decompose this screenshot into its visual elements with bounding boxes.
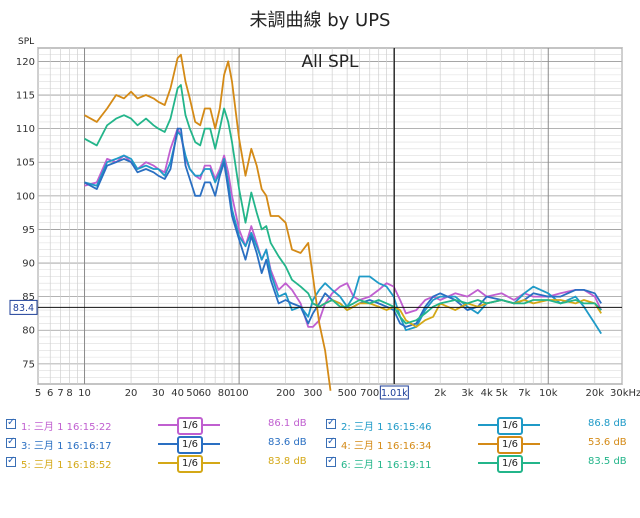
x-tick-label: 20 bbox=[125, 388, 138, 399]
x-tick-label: 10k bbox=[539, 388, 558, 399]
y-tick-label: 120 bbox=[16, 57, 35, 68]
x-tick-label: 6 bbox=[47, 388, 53, 399]
cursor-x-readout: 1.01k bbox=[381, 388, 408, 399]
frequency-response-chart: 75 80 85 90 95 100 105 110 115 120 5 6 7 8 10 20 30 40 50 6… bbox=[9, 37, 640, 400]
chart-annotation: All SPL bbox=[302, 52, 360, 72]
x-tick-label: 7 bbox=[57, 388, 63, 399]
x-tick-label: 80 bbox=[218, 388, 231, 399]
legend-smoothing-label: 1/6 bbox=[177, 455, 203, 473]
legend-series-name: 2: 三月 1 16:15:46 bbox=[341, 422, 432, 433]
legend-smoothing-label: 1/6 bbox=[497, 436, 523, 454]
legend-entry-6: 6: 三月 1 16:19:11 1/6 83.5 dB bbox=[326, 454, 636, 474]
legend-entry-3: 3: 三月 1 16:16:17 1/6 83.6 dB bbox=[6, 435, 316, 455]
legend-smoothing-swatch[interactable]: 1/6 bbox=[478, 455, 540, 473]
x-tick-label: 200 bbox=[276, 388, 295, 399]
legend-checkbox[interactable] bbox=[6, 417, 16, 429]
legend-entry-4: 4: 三月 1 16:16:34 1/6 53.6 dB bbox=[326, 435, 636, 455]
legend-series-name: 1: 三月 1 16:15:22 bbox=[21, 422, 112, 433]
legend-checkbox[interactable] bbox=[326, 436, 336, 448]
legend-series-name: 3: 三月 1 16:16:17 bbox=[21, 441, 112, 452]
legend-level-value: 86.8 dB bbox=[588, 418, 627, 429]
x-tick-label: 100 bbox=[230, 388, 249, 399]
legend-smoothing-label: 1/6 bbox=[497, 455, 523, 473]
x-tick-label: 2k bbox=[434, 388, 446, 399]
cursor: 83.4 1.01k bbox=[9, 48, 622, 400]
legend-smoothing-swatch[interactable]: 1/6 bbox=[158, 417, 220, 435]
series-line-1 bbox=[84, 127, 603, 328]
x-tick-label: 300 bbox=[303, 388, 322, 399]
cursor-y-readout-box bbox=[9, 299, 38, 315]
legend-entry-5: 5: 三月 1 16:18:52 1/6 83.8 dB bbox=[6, 454, 316, 474]
chart-title: 未調曲線 by UPS bbox=[249, 10, 391, 31]
axis-ticks: 75 80 85 90 95 100 105 110 115 120 5 6 7 8 10 20 30 40 50 6… bbox=[16, 57, 640, 399]
legend-level-value: 86.1 dB bbox=[268, 418, 307, 429]
y-tick-label: 115 bbox=[16, 91, 35, 102]
x-tick-label: 20k bbox=[586, 388, 605, 399]
legend-series-name: 6: 三月 1 16:19:11 bbox=[341, 460, 432, 471]
x-tick-label: 50 bbox=[186, 388, 199, 399]
legend-checkbox[interactable] bbox=[6, 455, 16, 467]
legend-checkbox[interactable] bbox=[326, 417, 336, 429]
legend-checkbox[interactable] bbox=[6, 436, 16, 448]
x-tick-label: 8 bbox=[66, 388, 72, 399]
legend-series-name: 4: 三月 1 16:16:34 bbox=[341, 441, 432, 452]
x-tick-label: 40 bbox=[171, 388, 184, 399]
series-line-4 bbox=[84, 53, 332, 391]
grid bbox=[37, 47, 623, 385]
y-tick-label: 85 bbox=[22, 292, 35, 303]
x-tick-label: 7k bbox=[518, 388, 530, 399]
legend-level-value: 83.8 dB bbox=[268, 456, 307, 467]
legend-series-name: 5: 三月 1 16:18:52 bbox=[21, 460, 112, 471]
y-tick-label: 110 bbox=[16, 124, 35, 135]
legend-smoothing-label: 1/6 bbox=[177, 436, 203, 454]
legend-level-value: 83.5 dB bbox=[588, 456, 627, 467]
cursor-x-readout-box bbox=[379, 385, 409, 400]
y-tick-label: 75 bbox=[22, 359, 35, 370]
legend-smoothing-swatch[interactable]: 1/6 bbox=[478, 436, 540, 454]
legend-smoothing-label: 1/6 bbox=[177, 417, 203, 435]
legend-entry-2: 2: 三月 1 16:15:46 1/6 86.8 dB bbox=[326, 416, 636, 436]
legend-smoothing-swatch[interactable]: 1/6 bbox=[158, 436, 220, 454]
x-tick-label: 5k bbox=[496, 388, 508, 399]
y-tick-label: 105 bbox=[16, 158, 35, 169]
x-tick-label: 700 bbox=[360, 388, 379, 399]
legend-level-value: 53.6 dB bbox=[588, 437, 627, 448]
x-tick-label: 60 bbox=[198, 388, 211, 399]
y-tick-label: 95 bbox=[22, 225, 35, 236]
legend-checkbox[interactable] bbox=[326, 455, 336, 467]
y-axis-label: SPL bbox=[18, 37, 34, 47]
y-tick-label: 80 bbox=[22, 326, 35, 337]
cursor-y-readout: 83.4 bbox=[13, 303, 34, 314]
legend-smoothing-swatch[interactable]: 1/6 bbox=[478, 417, 540, 435]
legend-smoothing-label: 1/6 bbox=[497, 417, 523, 435]
legend: 1: 三月 1 16:15:22 1/6 86.1 dB 2: 三月 1 16:15:… bbox=[0, 408, 640, 518]
series-line-6 bbox=[84, 84, 602, 325]
x-tick-label: 10 bbox=[78, 388, 91, 399]
y-tick-label: 100 bbox=[16, 191, 35, 202]
x-tick-label: 5 bbox=[35, 388, 41, 399]
x-tick-label: 30kHz bbox=[610, 388, 640, 399]
legend-entry-1: 1: 三月 1 16:15:22 1/6 86.1 dB bbox=[6, 416, 316, 436]
x-tick-label: 4k bbox=[481, 388, 493, 399]
x-tick-label: 500 bbox=[338, 388, 357, 399]
legend-level-value: 83.6 dB bbox=[268, 437, 307, 448]
legend-smoothing-swatch[interactable]: 1/6 bbox=[158, 455, 220, 473]
x-tick-label: 3k bbox=[461, 388, 473, 399]
y-tick-label: 90 bbox=[22, 259, 35, 270]
x-tick-label: 30 bbox=[152, 388, 165, 399]
